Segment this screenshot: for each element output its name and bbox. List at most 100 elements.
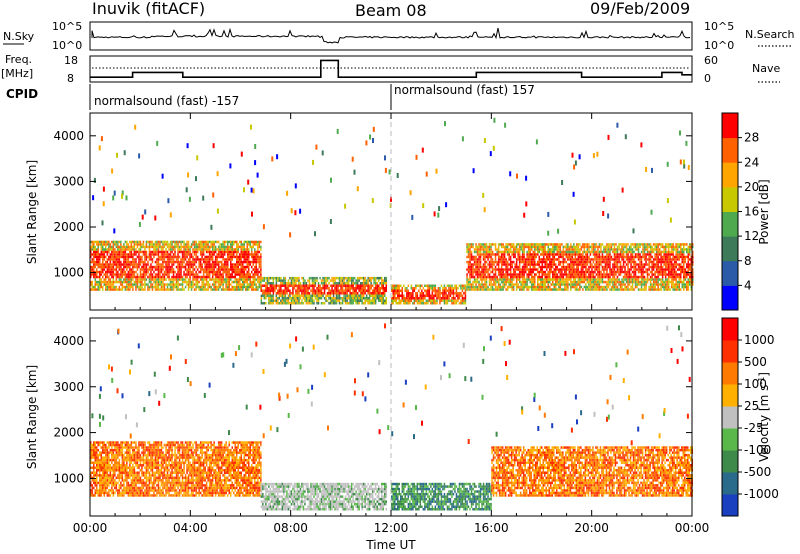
heatmap-cell <box>325 287 327 290</box>
heatmap-cell <box>528 258 530 261</box>
heatmap-cell <box>245 275 247 279</box>
heatmap-cell <box>316 289 318 292</box>
heatmap-cell <box>497 245 500 249</box>
heatmap-cell <box>469 243 471 246</box>
heatmap-cell <box>484 248 486 251</box>
heatmap-cell <box>121 253 124 256</box>
heatmap-cell <box>520 285 522 289</box>
heatmap-cell <box>240 250 242 254</box>
heatmap-cell <box>347 302 350 305</box>
heatmap-cell <box>601 265 604 269</box>
heatmap-cell <box>446 299 449 302</box>
heatmap-cell <box>616 255 619 259</box>
heatmap-cell <box>583 248 586 251</box>
heatmap-cell <box>129 285 131 289</box>
heatmap-cell <box>96 250 98 254</box>
heatmap-cell <box>281 302 284 305</box>
heatmap-cell <box>655 265 658 269</box>
heatmap-cell <box>640 275 643 279</box>
heatmap-cell <box>175 285 178 289</box>
heatmap-cell <box>609 288 611 291</box>
heatmap-cell <box>576 283 578 286</box>
heatmap-cell <box>211 245 214 249</box>
heatmap-cell <box>570 258 572 261</box>
heatmap-cell <box>171 285 173 289</box>
heatmap-cell <box>287 294 290 297</box>
heatmap-cell <box>201 263 203 266</box>
heatmap-cell <box>286 302 288 305</box>
heatmap-cell <box>609 278 611 281</box>
heatmap-cell <box>625 258 628 261</box>
heatmap-cell <box>211 253 214 256</box>
heatmap-cell <box>192 255 194 259</box>
heatmap-cell <box>651 255 653 259</box>
heatmap-cell <box>451 297 453 300</box>
heatmap-cell <box>640 270 643 274</box>
heatmap-cell <box>404 297 406 300</box>
heatmap-cell <box>562 253 565 256</box>
heatmap-cell <box>652 280 655 284</box>
heatmap-cell <box>153 270 155 274</box>
heatmap-cell <box>302 282 305 285</box>
heatmap-cell <box>308 297 311 300</box>
heatmap-cell <box>275 292 278 295</box>
heatmap-cell <box>458 284 461 287</box>
heatmap-cell <box>437 292 440 295</box>
heatmap-cell <box>230 268 232 271</box>
heatmap-cell <box>105 288 107 291</box>
heatmap-cell <box>552 275 554 279</box>
heatmap-cell <box>246 253 248 256</box>
heatmap-cell <box>168 263 170 266</box>
heatmap-cell <box>252 278 254 281</box>
heatmap-cell <box>151 285 154 289</box>
heatmap-cell <box>111 253 113 256</box>
heatmap-cell <box>502 273 504 276</box>
heatmap-cell <box>102 265 104 269</box>
heatmap-cell <box>561 268 563 271</box>
heatmap-cell <box>528 243 530 246</box>
heatmap-cell <box>649 280 652 284</box>
heatmap-cell <box>424 294 426 297</box>
heatmap-cell <box>610 243 613 246</box>
heatmap-cell <box>568 245 571 249</box>
heatmap-cell <box>381 279 383 282</box>
heatmap-cell <box>236 258 238 261</box>
heatmap-cell <box>350 292 353 295</box>
heatmap-cell <box>120 243 122 246</box>
heatmap-cell <box>546 260 548 264</box>
heatmap-cell <box>159 268 161 271</box>
heatmap-cell <box>558 263 560 266</box>
heatmap-cell <box>648 278 650 281</box>
heatmap-cell <box>368 287 371 290</box>
heatmap-cell <box>497 260 500 264</box>
heatmap-cell <box>574 268 577 271</box>
heatmap-cell <box>186 243 188 246</box>
heatmap-cell <box>298 292 300 295</box>
heatmap-cell <box>470 245 473 249</box>
heatmap-cell <box>550 253 552 256</box>
heatmap-cell <box>219 250 221 254</box>
heatmap-cell <box>222 273 224 276</box>
heatmap-cell <box>479 270 482 274</box>
heatmap-cell <box>637 288 640 291</box>
heatmap-cell <box>329 299 332 302</box>
heatmap-cell <box>573 278 575 281</box>
heatmap-cell <box>609 273 611 276</box>
heatmap-cell <box>169 260 172 264</box>
heatmap-cell <box>207 283 209 286</box>
heatmap-cell <box>547 280 549 284</box>
heatmap-cell <box>531 278 533 281</box>
heatmap-cell <box>177 288 179 291</box>
heatmap-cell <box>159 280 161 284</box>
heatmap-cell <box>105 250 107 254</box>
heatmap-cell <box>579 275 581 279</box>
heatmap-cell <box>633 243 635 246</box>
heatmap-cell <box>130 250 133 254</box>
heatmap-cell <box>449 292 452 295</box>
heatmap-cell <box>217 253 220 256</box>
heatmap-cell <box>425 294 428 297</box>
heatmap-cell <box>585 250 587 254</box>
heatmap-cell <box>236 268 238 271</box>
heatmap-cell <box>541 275 543 279</box>
heatmap-cell <box>160 280 163 284</box>
